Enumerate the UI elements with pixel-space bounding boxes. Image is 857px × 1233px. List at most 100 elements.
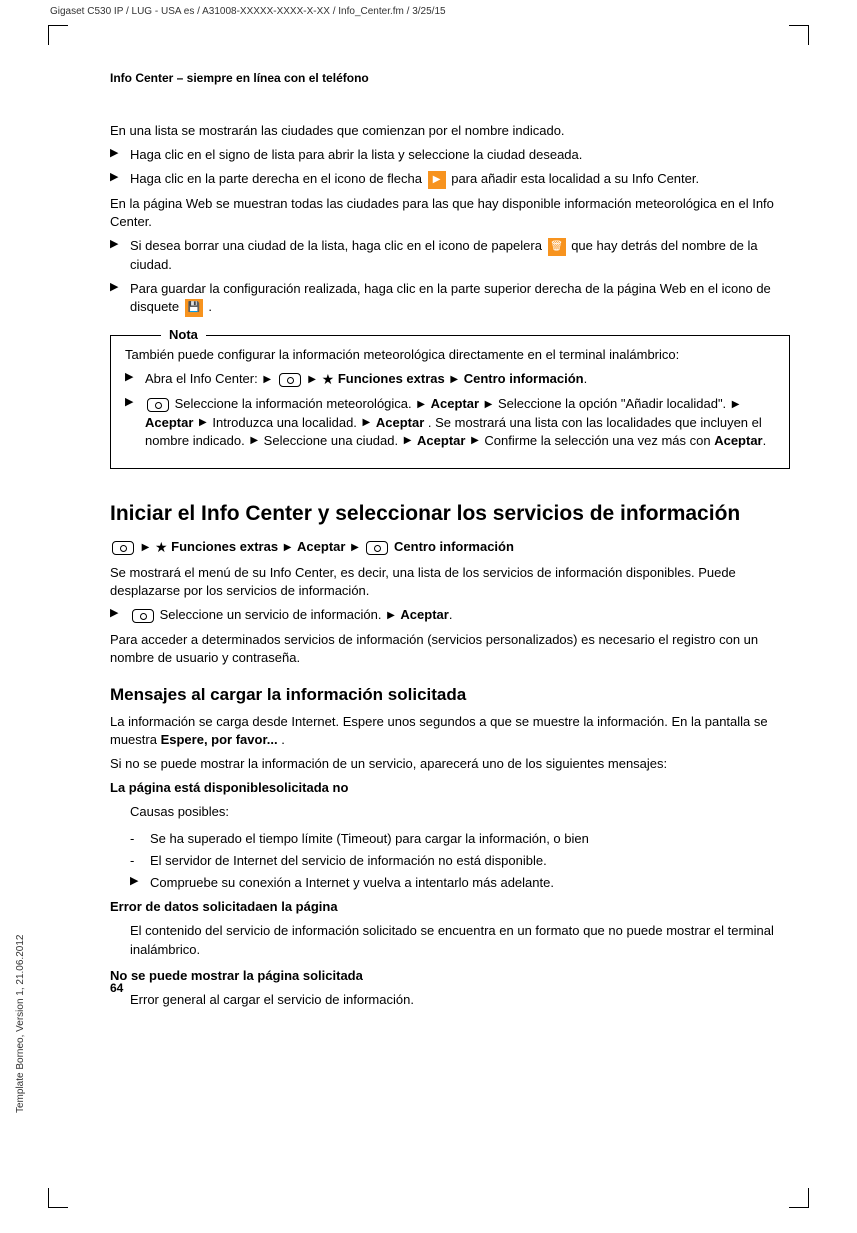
dash-item: - El servidor de Internet del servicio d… xyxy=(130,852,790,870)
tri-icon: ▶ xyxy=(417,399,425,410)
tri-icon: ▶ xyxy=(250,435,258,446)
trash-icon: 🗑 xyxy=(548,238,566,256)
list-text: Compruebe su conexión a Internet y vuelv… xyxy=(150,874,790,892)
list-text: Haga clic en el signo de lista para abri… xyxy=(130,146,790,164)
paragraph: La información se carga desde Internet. … xyxy=(110,713,790,749)
bullet-marker: ▶ xyxy=(125,395,145,450)
paragraph: En una lista se mostrarán las ciudades q… xyxy=(110,122,790,140)
list-item: ▶ Si desea borrar una ciudad de la lista… xyxy=(110,237,790,274)
crop-mark xyxy=(48,1188,68,1208)
softkey-label: Aceptar xyxy=(297,540,345,555)
softkey-label: Aceptar xyxy=(417,433,465,448)
ui-message: Espere, por favor... xyxy=(161,732,278,747)
bullet-marker: ▶ xyxy=(125,370,145,390)
text-fragment: Seleccione la información meteorológica. xyxy=(175,396,416,411)
menu-path: Funciones extras xyxy=(171,540,278,555)
menu-path: Funciones extras xyxy=(338,371,445,386)
text-fragment: . xyxy=(208,299,212,314)
star-icon: ★ xyxy=(322,371,335,387)
disk-icon: 💾 xyxy=(185,299,203,317)
note-label: Nota xyxy=(161,326,206,344)
error-text: Error general al cargar el servicio de i… xyxy=(130,991,790,1009)
list-text: Si desea borrar una ciudad de la lista, … xyxy=(130,237,790,274)
menu-path: Centro información xyxy=(464,371,584,386)
list-item: ▶ Compruebe su conexión a Internet y vue… xyxy=(130,874,790,892)
list-item: ▶ Haga clic en la parte derecha en el ic… xyxy=(110,170,790,189)
header-path: Gigaset C530 IP / LUG - USA es / A31008-… xyxy=(50,5,446,19)
tri-icon: ▶ xyxy=(199,417,207,428)
list-item: ▶ Haga clic en el signo de lista para ab… xyxy=(110,146,790,164)
text-fragment: Si desea borrar una ciudad de la lista, … xyxy=(130,238,546,253)
tri-icon: ▶ xyxy=(471,435,479,446)
tri-icon: ▶ xyxy=(450,374,458,385)
dash-text: Se ha superado el tiempo límite (Timeout… xyxy=(150,830,790,848)
note-box: Nota También puede configurar la informa… xyxy=(110,335,790,469)
tri-icon: ▶ xyxy=(387,610,395,621)
crop-mark xyxy=(789,1188,809,1208)
bullet-marker: ▶ xyxy=(110,280,130,317)
tri-icon: ▶ xyxy=(732,399,740,410)
list-item: ▶ Seleccione la información meteorológic… xyxy=(125,395,775,450)
paragraph: En la página Web se muestran todas las c… xyxy=(110,195,790,231)
error-text: El contenido del servicio de información… xyxy=(130,922,790,958)
text-fragment: Seleccione la opción "Añadir localidad". xyxy=(498,396,730,411)
nav-key-icon xyxy=(112,541,134,555)
paragraph: Si no se puede mostrar la información de… xyxy=(110,755,790,773)
note-paragraph: También puede configurar la información … xyxy=(125,346,775,364)
text-fragment: Introduzca una localidad. xyxy=(212,415,360,430)
template-version-text: Template Borneo, Version 1, 21.06.2012 xyxy=(14,935,28,1113)
tri-icon: ▶ xyxy=(263,374,271,385)
bullet-marker: ▶ xyxy=(130,874,150,892)
nav-key-icon xyxy=(147,398,169,412)
tri-icon: ▶ xyxy=(284,542,292,553)
text-fragment: para añadir esta localidad a su Info Cen… xyxy=(451,171,699,186)
text-fragment: . xyxy=(281,732,285,747)
nav-key-icon xyxy=(132,609,154,623)
bullet-marker: ▶ xyxy=(110,170,130,189)
running-header: Info Center – siempre en línea con el te… xyxy=(110,70,790,87)
text-fragment: Haga clic en la parte derecha en el icon… xyxy=(130,171,426,186)
text-fragment: Seleccione un servicio de información. xyxy=(160,607,385,622)
list-text: Seleccione la información meteorológica.… xyxy=(145,395,775,450)
paragraph: Se mostrará el menú de su Info Center, e… xyxy=(110,564,790,600)
dash-marker: - xyxy=(130,852,150,870)
crop-mark xyxy=(48,25,68,45)
bullet-marker: ▶ xyxy=(110,146,130,164)
heading-1: Iniciar el Info Center y seleccionar los… xyxy=(110,499,790,528)
list-item: ▶ Seleccione un servicio de información.… xyxy=(110,606,790,624)
bullet-marker: ▶ xyxy=(110,606,130,624)
heading-2: Mensajes al cargar la información solici… xyxy=(110,683,790,707)
paragraph: Para acceder a determinados servicios de… xyxy=(110,631,790,667)
list-text: Seleccione un servicio de información. ▶… xyxy=(130,606,790,624)
error-title: La página está disponiblesolicitada no xyxy=(110,779,790,797)
page-number: 64 xyxy=(110,980,123,997)
error-subtitle: Causas posibles: xyxy=(130,803,790,821)
list-text: Abra el Info Center: ▶ ▶ ★ Funciones ext… xyxy=(145,370,775,390)
softkey-label: Aceptar xyxy=(376,415,424,430)
error-title: No se puede mostrar la página solicitada xyxy=(110,967,790,985)
text-fragment: Confirme la selección una vez más con xyxy=(484,433,714,448)
dash-item: - Se ha superado el tiempo límite (Timeo… xyxy=(130,830,790,848)
nav-path: ▶ ★ Funciones extras ▶ Aceptar ▶ Centro … xyxy=(110,538,790,558)
softkey-label: Aceptar xyxy=(145,415,193,430)
list-item: ▶ Abra el Info Center: ▶ ▶ ★ Funciones e… xyxy=(125,370,775,390)
list-item: ▶ Para guardar la configuración realizad… xyxy=(110,280,790,317)
arrow-icon: ▶ xyxy=(428,171,446,189)
tri-icon: ▶ xyxy=(404,435,412,446)
text-fragment: Abra el Info Center: xyxy=(145,371,261,386)
bullet-marker: ▶ xyxy=(110,237,130,274)
tri-icon: ▶ xyxy=(142,542,150,553)
star-icon: ★ xyxy=(155,539,168,555)
list-text: Para guardar la configuración realizada,… xyxy=(130,280,790,317)
error-block: Causas posibles: xyxy=(130,803,790,821)
page-content: Info Center – siempre en línea con el te… xyxy=(110,70,790,1017)
menu-path: Centro información xyxy=(394,540,514,555)
tri-icon: ▶ xyxy=(363,417,371,428)
softkey-label: Aceptar xyxy=(714,433,762,448)
crop-mark xyxy=(789,25,809,45)
text-fragment: Seleccione una ciudad. xyxy=(264,433,402,448)
dash-marker: - xyxy=(130,830,150,848)
softkey-label: Aceptar xyxy=(431,396,479,411)
text-fragment: Para guardar la configuración realizada,… xyxy=(130,281,771,314)
list-text: Haga clic en la parte derecha en el icon… xyxy=(130,170,790,189)
